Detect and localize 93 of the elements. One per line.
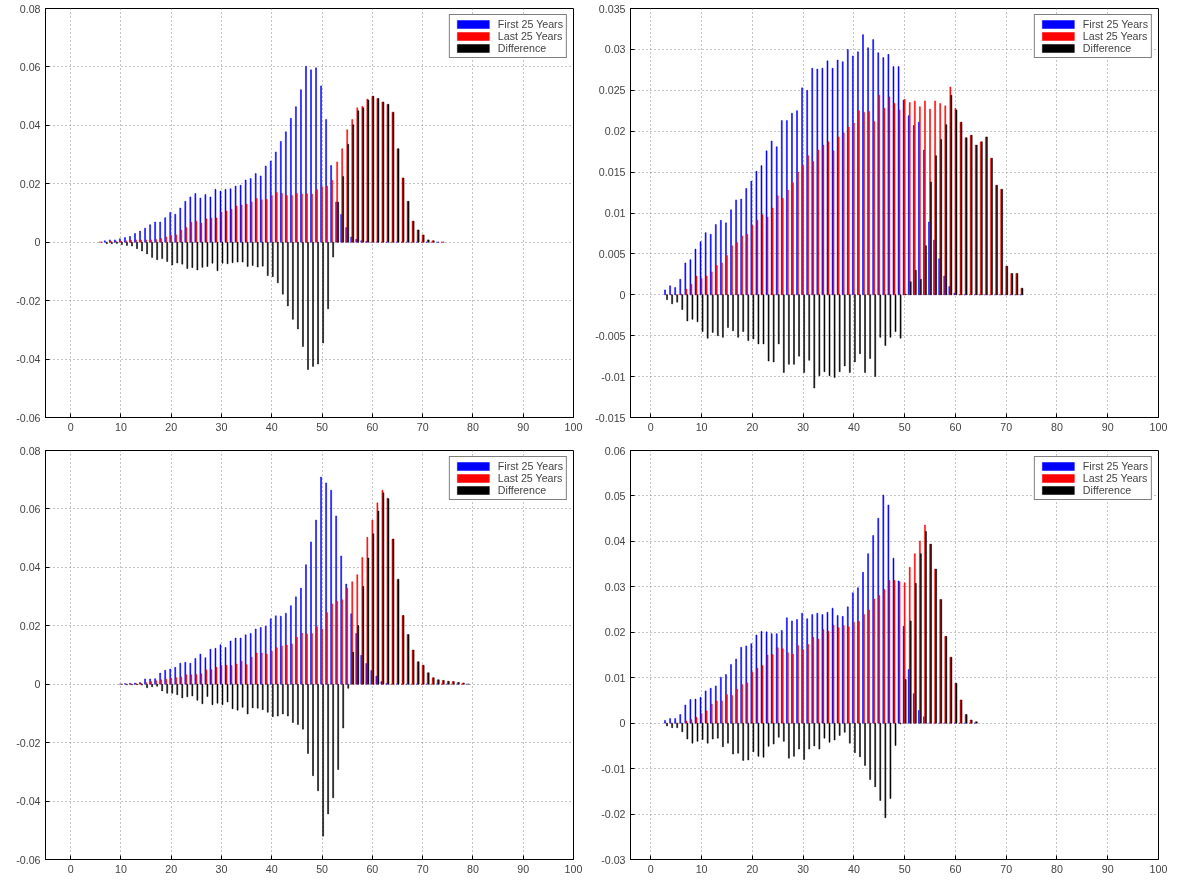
legend-label: Difference bbox=[1082, 484, 1132, 496]
y-tick-label: -0.03 bbox=[601, 853, 626, 866]
y-tick-label: -0.02 bbox=[16, 736, 41, 749]
x-tick-label: 40 bbox=[265, 862, 278, 875]
x-tick-label: 20 bbox=[746, 420, 759, 433]
y-tick-label: 0.04 bbox=[604, 535, 626, 548]
x-tick-label: 0 bbox=[647, 862, 654, 875]
y-tick-label: 0.02 bbox=[19, 619, 41, 632]
x-tick-label: 50 bbox=[898, 862, 911, 875]
x-tick-label: 0 bbox=[647, 420, 654, 433]
legend-label: Last 25 Years bbox=[1082, 472, 1148, 484]
y-tick-label: -0.04 bbox=[16, 795, 41, 808]
x-tick-label: 50 bbox=[898, 420, 911, 433]
x-tick-label: 30 bbox=[215, 420, 228, 433]
y-tick-label: 0 bbox=[619, 288, 626, 301]
y-tick-label: 0.08 bbox=[19, 2, 41, 15]
legend-label: Difference bbox=[497, 484, 547, 496]
y-tick-label: 0.02 bbox=[19, 177, 41, 190]
y-tick-label: 0.08 bbox=[19, 444, 41, 457]
x-tick-label: 80 bbox=[467, 862, 479, 875]
x-tick-label: 20 bbox=[165, 420, 178, 433]
y-tick-label: 0 bbox=[619, 717, 626, 730]
y-tick-label: 0 bbox=[34, 678, 41, 691]
x-tick-label: 70 bbox=[1000, 862, 1013, 875]
x-tick-label: 60 bbox=[949, 420, 962, 433]
legend-label: First 25 Years bbox=[1082, 460, 1148, 472]
y-tick-label: 0.02 bbox=[604, 626, 626, 639]
y-tick-label: 0 bbox=[34, 236, 41, 249]
legend-label: Last 25 Years bbox=[497, 30, 563, 42]
x-tick-label: 90 bbox=[1101, 420, 1114, 433]
x-tick-label: 90 bbox=[517, 862, 530, 875]
x-tick-label: 0 bbox=[67, 862, 74, 875]
legend-label: Last 25 Years bbox=[1082, 30, 1148, 42]
y-tick-label: 0.04 bbox=[19, 119, 41, 132]
y-tick-label: -0.06 bbox=[16, 853, 41, 866]
x-tick-label: 90 bbox=[517, 420, 530, 433]
x-tick-label: 70 bbox=[416, 862, 429, 875]
x-tick-label: 10 bbox=[115, 420, 127, 433]
x-tick-label: 30 bbox=[797, 862, 810, 875]
y-tick-label: -0.015 bbox=[595, 411, 626, 424]
y-tick-label: -0.01 bbox=[601, 370, 626, 383]
x-tick-label: 30 bbox=[215, 862, 228, 875]
x-tick-label: 100 bbox=[564, 862, 583, 875]
x-tick-label: 80 bbox=[467, 420, 479, 433]
y-tick-label: 0.025 bbox=[598, 84, 626, 97]
y-tick-label: -0.04 bbox=[16, 353, 41, 366]
legend-label: Difference bbox=[497, 42, 547, 54]
x-tick-label: 80 bbox=[1051, 420, 1063, 433]
legend-label: Difference bbox=[1082, 42, 1132, 54]
x-tick-label: 70 bbox=[416, 420, 429, 433]
legend-label: First 25 Years bbox=[497, 460, 563, 472]
y-tick-label: 0.01 bbox=[604, 671, 626, 684]
x-tick-label: 80 bbox=[1051, 862, 1063, 875]
legend-label: First 25 Years bbox=[497, 18, 563, 30]
y-tick-label: -0.01 bbox=[601, 762, 626, 775]
x-tick-label: 90 bbox=[1101, 862, 1114, 875]
x-tick-label: 40 bbox=[265, 420, 278, 433]
y-tick-label: 0.015 bbox=[598, 166, 626, 179]
y-tick-label: 0.035 bbox=[598, 2, 626, 15]
y-tick-label: -0.06 bbox=[16, 411, 41, 424]
x-tick-label: 70 bbox=[1000, 420, 1013, 433]
x-tick-label: 100 bbox=[564, 420, 583, 433]
x-tick-label: 40 bbox=[847, 420, 860, 433]
y-tick-label: 0.01 bbox=[604, 207, 626, 219]
y-tick-label: 0.03 bbox=[604, 43, 626, 56]
legend-label: Last 25 Years bbox=[497, 472, 563, 484]
legend-label: First 25 Years bbox=[1082, 18, 1148, 30]
x-tick-label: 0 bbox=[67, 420, 74, 433]
x-tick-label: 10 bbox=[115, 862, 127, 875]
x-tick-label: 20 bbox=[746, 862, 759, 875]
y-tick-label: 0.02 bbox=[604, 125, 626, 138]
x-tick-label: 100 bbox=[1149, 862, 1168, 875]
x-tick-label: 50 bbox=[316, 862, 329, 875]
x-tick-label: 40 bbox=[847, 862, 860, 875]
x-tick-label: 100 bbox=[1149, 420, 1168, 433]
x-tick-label: 10 bbox=[695, 420, 708, 433]
x-tick-label: 10 bbox=[695, 862, 708, 875]
x-tick-label: 60 bbox=[366, 420, 379, 433]
y-tick-label: -0.005 bbox=[595, 329, 626, 342]
y-tick-label: 0.06 bbox=[604, 444, 626, 457]
y-tick-label: 0.04 bbox=[19, 561, 41, 574]
y-tick-label: 0.03 bbox=[604, 580, 626, 593]
x-tick-label: 20 bbox=[165, 862, 178, 875]
y-tick-label: 0.05 bbox=[604, 489, 626, 502]
y-tick-label: 0.005 bbox=[598, 247, 626, 260]
y-tick-label: 0.06 bbox=[19, 502, 41, 515]
x-tick-label: 50 bbox=[316, 420, 329, 433]
x-tick-label: 60 bbox=[949, 862, 962, 875]
x-tick-label: 60 bbox=[366, 862, 379, 875]
y-tick-label: 0.06 bbox=[19, 60, 41, 73]
x-tick-label: 30 bbox=[797, 420, 810, 433]
y-tick-label: -0.02 bbox=[601, 808, 626, 821]
y-tick-label: -0.02 bbox=[16, 294, 41, 307]
